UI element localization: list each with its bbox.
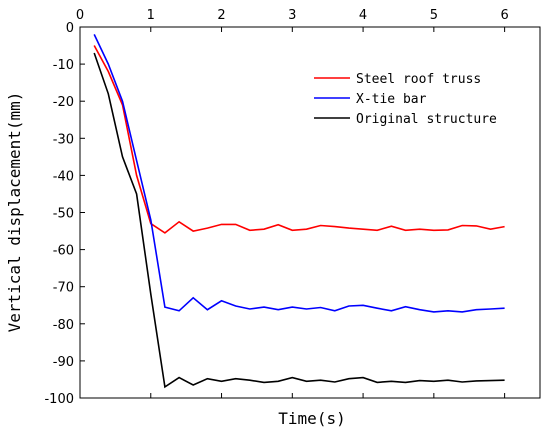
y-tick-label: -30 xyxy=(53,132,74,147)
y-axis-title: Vertical displacement(mm) xyxy=(5,92,24,333)
y-tick-label: -90 xyxy=(53,355,74,370)
x-tick-label: 1 xyxy=(147,8,155,23)
series-line-1 xyxy=(93,45,505,234)
y-tick-label: -40 xyxy=(53,169,74,184)
y-tick-label: -10 xyxy=(53,58,74,73)
y-tick-label: -60 xyxy=(53,244,74,259)
legend: Steel roof truss X-tie bar Original struct… xyxy=(314,72,497,127)
x-tick-label: 5 xyxy=(430,8,438,23)
legend-label: Steel roof truss xyxy=(356,72,481,87)
x-tick-label: 6 xyxy=(500,8,508,23)
y-tick-label: -20 xyxy=(53,95,74,110)
x-tick-label: 3 xyxy=(288,8,296,23)
y-tick-label: -50 xyxy=(53,207,74,222)
y-tick-label: -100 xyxy=(44,392,74,407)
x-tick-label: 0 xyxy=(76,8,84,23)
y-tick-label: 0 xyxy=(66,21,74,36)
x-tick-label: 2 xyxy=(217,8,225,23)
legend-label: Original structure xyxy=(356,112,497,127)
legend-label: X-tie bar xyxy=(356,92,427,107)
y-tick-label: -80 xyxy=(53,318,74,333)
y-tick-label: -70 xyxy=(53,281,74,296)
x-tick-label: 4 xyxy=(359,8,367,23)
axis-ticks: 0 1 2 3 4 5 6 0 -10 -20 -30 -40 -50 -60 -70 -80 -90 -100 xyxy=(44,8,508,407)
series-lines xyxy=(93,34,505,389)
series-line-2 xyxy=(93,34,505,313)
x-axis-title: Time(s) xyxy=(278,409,345,428)
series-line-3 xyxy=(93,52,505,389)
